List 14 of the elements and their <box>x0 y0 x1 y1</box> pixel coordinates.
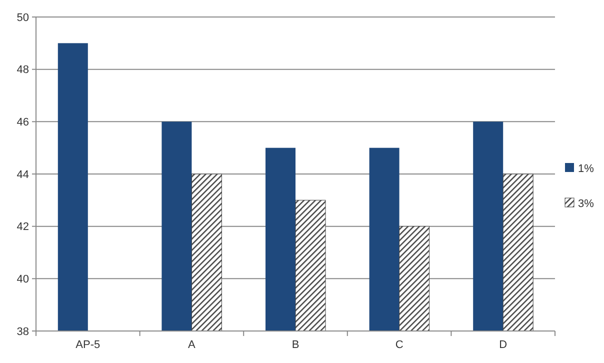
x-tick-label: B <box>292 339 300 351</box>
y-tick-label: 40 <box>16 274 29 286</box>
y-tick-label: 48 <box>16 64 29 76</box>
x-tick-label: A <box>188 339 196 351</box>
x-tick-label: D <box>499 339 508 351</box>
y-tick-label: 42 <box>16 221 29 234</box>
x-tick-label: C <box>395 339 404 351</box>
legend-label: 1% <box>578 162 594 175</box>
legend-label: 3% <box>578 198 594 210</box>
y-tick-label: 38 <box>16 326 29 338</box>
y-tick-label: 44 <box>16 168 29 181</box>
y-tick-label: 50 <box>16 12 29 24</box>
x-tick-label: AP-5 <box>76 339 100 351</box>
y-tick-label: 46 <box>16 116 29 129</box>
